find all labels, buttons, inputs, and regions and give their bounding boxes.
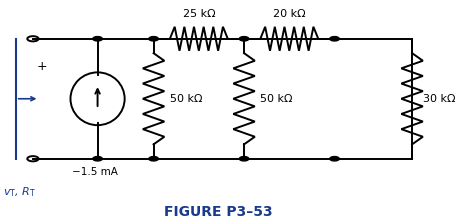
Ellipse shape xyxy=(148,37,158,41)
Ellipse shape xyxy=(93,37,102,41)
Ellipse shape xyxy=(239,157,248,161)
Ellipse shape xyxy=(93,157,102,161)
Text: −1.5 mA: −1.5 mA xyxy=(73,167,118,177)
Ellipse shape xyxy=(239,37,248,41)
Text: 30 kΩ: 30 kΩ xyxy=(422,94,454,104)
Ellipse shape xyxy=(329,157,339,161)
Text: $v_\mathrm{T}$, $R_\mathrm{T}$: $v_\mathrm{T}$, $R_\mathrm{T}$ xyxy=(3,185,36,199)
Text: FIGURE P3–53: FIGURE P3–53 xyxy=(163,205,272,219)
Text: +: + xyxy=(36,60,47,73)
Ellipse shape xyxy=(329,37,339,41)
Text: 50 kΩ: 50 kΩ xyxy=(260,94,292,104)
Text: 25 kΩ: 25 kΩ xyxy=(182,9,215,19)
Ellipse shape xyxy=(148,157,158,161)
Text: 50 kΩ: 50 kΩ xyxy=(169,94,202,104)
Text: 20 kΩ: 20 kΩ xyxy=(272,9,305,19)
